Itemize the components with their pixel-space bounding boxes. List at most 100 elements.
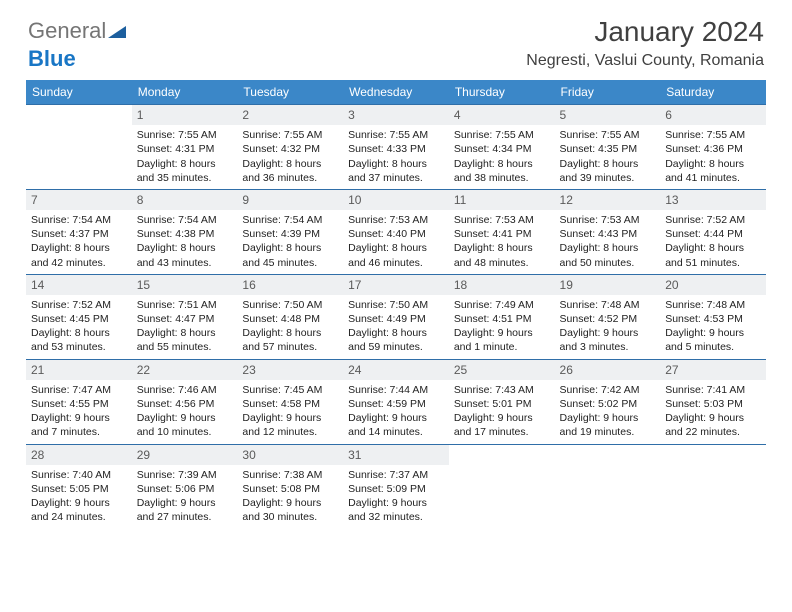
sunrise-text: Sunrise: 7:41 AM xyxy=(665,383,761,397)
sunrise-text: Sunrise: 7:46 AM xyxy=(137,383,233,397)
daylight-text-2: and 30 minutes. xyxy=(242,510,338,524)
daylight-text-1: Daylight: 8 hours xyxy=(348,157,444,171)
day-body: Sunrise: 7:54 AMSunset: 4:39 PMDaylight:… xyxy=(237,210,343,274)
day-body: Sunrise: 7:52 AMSunset: 4:44 PMDaylight:… xyxy=(660,210,766,274)
calendar-day-cell: 7Sunrise: 7:54 AMSunset: 4:37 PMDaylight… xyxy=(26,189,132,274)
brand-part2: Blue xyxy=(28,46,76,71)
day-number: 4 xyxy=(449,104,555,125)
calendar-day-cell: 27Sunrise: 7:41 AMSunset: 5:03 PMDayligh… xyxy=(660,359,766,444)
sunrise-text: Sunrise: 7:54 AM xyxy=(137,213,233,227)
day-number: 7 xyxy=(26,189,132,210)
calendar-day-cell: 15Sunrise: 7:51 AMSunset: 4:47 PMDayligh… xyxy=(132,274,238,359)
calendar-week-row: 1Sunrise: 7:55 AMSunset: 4:31 PMDaylight… xyxy=(26,104,766,189)
daylight-text-2: and 36 minutes. xyxy=(242,171,338,185)
sunset-text: Sunset: 4:41 PM xyxy=(454,227,550,241)
sunrise-text: Sunrise: 7:53 AM xyxy=(348,213,444,227)
day-body: Sunrise: 7:55 AMSunset: 4:35 PMDaylight:… xyxy=(555,125,661,189)
daylight-text-2: and 12 minutes. xyxy=(242,425,338,439)
calendar-day-cell: 31Sunrise: 7:37 AMSunset: 5:09 PMDayligh… xyxy=(343,444,449,529)
day-number-empty xyxy=(555,444,661,465)
calendar-day-cell: 29Sunrise: 7:39 AMSunset: 5:06 PMDayligh… xyxy=(132,444,238,529)
sunset-text: Sunset: 4:39 PM xyxy=(242,227,338,241)
calendar-day-cell: 16Sunrise: 7:50 AMSunset: 4:48 PMDayligh… xyxy=(237,274,343,359)
calendar-day-cell: 26Sunrise: 7:42 AMSunset: 5:02 PMDayligh… xyxy=(555,359,661,444)
daylight-text-2: and 55 minutes. xyxy=(137,340,233,354)
calendar-day-cell xyxy=(449,444,555,529)
daylight-text-2: and 48 minutes. xyxy=(454,256,550,270)
sunrise-text: Sunrise: 7:49 AM xyxy=(454,298,550,312)
calendar-week-row: 28Sunrise: 7:40 AMSunset: 5:05 PMDayligh… xyxy=(26,444,766,529)
sunrise-text: Sunrise: 7:43 AM xyxy=(454,383,550,397)
weekday-header: Saturday xyxy=(660,80,766,104)
daylight-text-1: Daylight: 8 hours xyxy=(665,241,761,255)
calendar-day-cell: 18Sunrise: 7:49 AMSunset: 4:51 PMDayligh… xyxy=(449,274,555,359)
day-body: Sunrise: 7:46 AMSunset: 4:56 PMDaylight:… xyxy=(132,380,238,444)
sunrise-text: Sunrise: 7:48 AM xyxy=(665,298,761,312)
day-number: 15 xyxy=(132,274,238,295)
day-number: 24 xyxy=(343,359,449,380)
calendar-day-cell: 2Sunrise: 7:55 AMSunset: 4:32 PMDaylight… xyxy=(237,104,343,189)
daylight-text-2: and 39 minutes. xyxy=(560,171,656,185)
daylight-text-1: Daylight: 9 hours xyxy=(242,411,338,425)
daylight-text-1: Daylight: 8 hours xyxy=(31,241,127,255)
sunrise-text: Sunrise: 7:38 AM xyxy=(242,468,338,482)
daylight-text-1: Daylight: 8 hours xyxy=(137,157,233,171)
day-number: 13 xyxy=(660,189,766,210)
daylight-text-2: and 37 minutes. xyxy=(348,171,444,185)
daylight-text-2: and 51 minutes. xyxy=(665,256,761,270)
sunrise-text: Sunrise: 7:55 AM xyxy=(348,128,444,142)
sunrise-text: Sunrise: 7:45 AM xyxy=(242,383,338,397)
day-number: 20 xyxy=(660,274,766,295)
sunset-text: Sunset: 5:09 PM xyxy=(348,482,444,496)
header-right: January 2024 Negresti, Vaslui County, Ro… xyxy=(526,16,764,70)
calendar-week-row: 7Sunrise: 7:54 AMSunset: 4:37 PMDaylight… xyxy=(26,189,766,274)
daylight-text-1: Daylight: 8 hours xyxy=(348,241,444,255)
sunset-text: Sunset: 4:47 PM xyxy=(137,312,233,326)
day-body: Sunrise: 7:53 AMSunset: 4:41 PMDaylight:… xyxy=(449,210,555,274)
sunrise-text: Sunrise: 7:54 AM xyxy=(242,213,338,227)
day-number: 22 xyxy=(132,359,238,380)
sunrise-text: Sunrise: 7:37 AM xyxy=(348,468,444,482)
calendar-day-cell xyxy=(26,104,132,189)
daylight-text-2: and 53 minutes. xyxy=(31,340,127,354)
day-number: 18 xyxy=(449,274,555,295)
daylight-text-2: and 17 minutes. xyxy=(454,425,550,439)
sunset-text: Sunset: 4:36 PM xyxy=(665,142,761,156)
day-number: 9 xyxy=(237,189,343,210)
daylight-text-1: Daylight: 9 hours xyxy=(454,411,550,425)
day-body: Sunrise: 7:55 AMSunset: 4:31 PMDaylight:… xyxy=(132,125,238,189)
day-body: Sunrise: 7:43 AMSunset: 5:01 PMDaylight:… xyxy=(449,380,555,444)
day-number: 29 xyxy=(132,444,238,465)
sunrise-text: Sunrise: 7:40 AM xyxy=(31,468,127,482)
weekday-header: Sunday xyxy=(26,80,132,104)
daylight-text-1: Daylight: 9 hours xyxy=(560,411,656,425)
sunrise-text: Sunrise: 7:55 AM xyxy=(137,128,233,142)
daylight-text-1: Daylight: 8 hours xyxy=(242,157,338,171)
sunrise-text: Sunrise: 7:53 AM xyxy=(454,213,550,227)
sunrise-text: Sunrise: 7:47 AM xyxy=(31,383,127,397)
day-number: 11 xyxy=(449,189,555,210)
sunset-text: Sunset: 4:58 PM xyxy=(242,397,338,411)
daylight-text-2: and 43 minutes. xyxy=(137,256,233,270)
daylight-text-1: Daylight: 9 hours xyxy=(348,411,444,425)
brand-triangle-icon xyxy=(108,20,128,46)
sunset-text: Sunset: 4:43 PM xyxy=(560,227,656,241)
calendar-day-cell: 6Sunrise: 7:55 AMSunset: 4:36 PMDaylight… xyxy=(660,104,766,189)
daylight-text-1: Daylight: 9 hours xyxy=(454,326,550,340)
calendar-day-cell: 3Sunrise: 7:55 AMSunset: 4:33 PMDaylight… xyxy=(343,104,449,189)
sunrise-text: Sunrise: 7:55 AM xyxy=(665,128,761,142)
day-number: 31 xyxy=(343,444,449,465)
day-body: Sunrise: 7:49 AMSunset: 4:51 PMDaylight:… xyxy=(449,295,555,359)
calendar-day-cell: 28Sunrise: 7:40 AMSunset: 5:05 PMDayligh… xyxy=(26,444,132,529)
sunrise-text: Sunrise: 7:48 AM xyxy=(560,298,656,312)
day-number: 8 xyxy=(132,189,238,210)
daylight-text-1: Daylight: 9 hours xyxy=(560,326,656,340)
weekday-row: SundayMondayTuesdayWednesdayThursdayFrid… xyxy=(26,80,766,104)
day-body: Sunrise: 7:52 AMSunset: 4:45 PMDaylight:… xyxy=(26,295,132,359)
daylight-text-2: and 59 minutes. xyxy=(348,340,444,354)
sunset-text: Sunset: 4:44 PM xyxy=(665,227,761,241)
sunset-text: Sunset: 4:52 PM xyxy=(560,312,656,326)
day-body: Sunrise: 7:44 AMSunset: 4:59 PMDaylight:… xyxy=(343,380,449,444)
day-number: 5 xyxy=(555,104,661,125)
daylight-text-1: Daylight: 9 hours xyxy=(665,411,761,425)
